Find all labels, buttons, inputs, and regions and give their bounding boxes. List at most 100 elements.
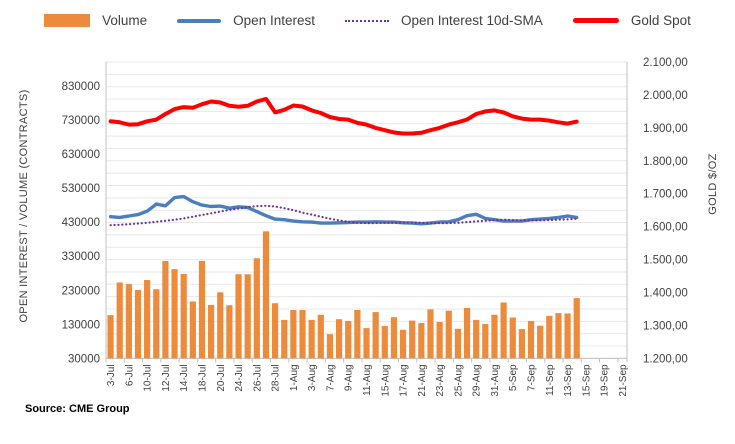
- x-axis-tick-label: 7-Sep: [527, 364, 538, 391]
- x-axis-tick-label: 3-Jul: [106, 364, 117, 386]
- volume-bar: [134, 289, 142, 359]
- volume-bar: [473, 319, 480, 359]
- volume-bar: [500, 302, 507, 359]
- x-axis-tick-label: 19-Sep: [600, 364, 611, 397]
- volume-bar: [363, 328, 370, 359]
- right-axis-tick-label: 1.500,00: [643, 255, 688, 267]
- x-axis-tick-label: 24-Jul: [234, 364, 245, 391]
- legend-label: Gold Spot: [630, 13, 691, 28]
- volume-bar: [125, 284, 132, 359]
- legend-label: Open Interest: [233, 13, 315, 28]
- x-axis-tick-label: 31-Aug: [490, 364, 501, 396]
- volume-bar: [372, 312, 379, 359]
- chart-legend: Volume Open Interest Open Interest 10d-S…: [0, 13, 735, 28]
- x-axis-tick-label: 21-Aug: [417, 364, 428, 396]
- volume-bar: [537, 325, 544, 359]
- gold-spot-swatch-icon: [572, 18, 619, 23]
- x-axis-tick-label: 25-Aug: [453, 364, 464, 396]
- x-axis-tick-label: 6-Jul: [124, 364, 135, 386]
- x-axis-tick-label: 26-Jul: [252, 364, 263, 391]
- volume-bar: [546, 315, 553, 359]
- x-axis-tick-label: 7-Aug: [325, 364, 336, 391]
- volume-bar: [198, 260, 206, 359]
- x-axis-tick-label: 1-Aug: [289, 364, 300, 391]
- volume-bar: [281, 319, 288, 359]
- volume-bar: [208, 304, 215, 359]
- x-axis-tick-label: 21-Sep: [618, 364, 629, 397]
- volume-bar: [491, 314, 498, 359]
- volume-bar: [317, 314, 324, 359]
- right-axis-tick-label: 1.600,00: [643, 222, 688, 234]
- volume-bar: [399, 329, 407, 359]
- volume-bar: [427, 309, 434, 359]
- x-axis-tick-label: 15-Sep: [581, 364, 592, 397]
- open-interest-sma-line: [109, 204, 578, 227]
- volume-bar: [144, 280, 151, 359]
- right-axis-tick-label: 1.900,00: [643, 123, 688, 135]
- left-axis-tick-label: 730000: [62, 115, 100, 127]
- source-note: Source: CME Group: [25, 403, 130, 415]
- open-interest-swatch-icon: [177, 18, 222, 23]
- volume-bar: [244, 274, 251, 359]
- volume-bar: [354, 310, 361, 359]
- legend-item-sma: Open Interest 10d-SMA: [344, 13, 543, 28]
- x-axis-tick-label: 10-Jul: [143, 364, 154, 391]
- left-axis-tick-label: 630000: [62, 149, 100, 161]
- right-axis-tick-label: 1.300,00: [643, 321, 688, 333]
- x-axis-tick-label: 13-Sep: [563, 364, 574, 397]
- left-axis-tick-label: 830000: [62, 81, 100, 93]
- left-axis-tick-label: 530000: [62, 183, 100, 195]
- volume-bar: [564, 313, 571, 359]
- legend-label: Volume: [102, 13, 148, 28]
- volume-bar: [253, 258, 260, 359]
- right-axis-tick-label: 2.000,00: [643, 90, 688, 102]
- volume-bar: [116, 282, 123, 359]
- volume-bar: [235, 274, 242, 359]
- gold-spot-line: [108, 96, 579, 136]
- volume-bar: [162, 260, 169, 359]
- legend-item-gold-spot: Gold Spot: [572, 13, 691, 28]
- right-axis-tick-label: 1.200,00: [643, 353, 688, 365]
- right-axis-tick-label: 1.400,00: [643, 288, 688, 300]
- volume-bar: [345, 320, 352, 359]
- volume-bar: [518, 329, 525, 359]
- legend-item-open-interest: Open Interest: [177, 13, 315, 28]
- x-axis-tick-label: 29-Aug: [472, 364, 483, 396]
- x-axis-tick-label: 20-Jul: [216, 364, 227, 391]
- volume-bar: [482, 323, 489, 359]
- x-axis-tick-label: 14-Jul: [179, 364, 190, 391]
- volume-bar: [107, 315, 114, 359]
- right-axis-tick-label: 1.700,00: [643, 189, 688, 201]
- x-axis-tick-label: 15-Aug: [380, 364, 391, 396]
- left-axis-title: OPEN INTEREST / VOLUME (CONTRACTS): [18, 89, 30, 323]
- x-axis-tick-label: 18-Jul: [198, 364, 209, 391]
- volume-bar: [463, 307, 471, 359]
- volume-bar: [217, 292, 224, 359]
- volume-bar: [153, 289, 160, 359]
- volume-bar: [509, 317, 516, 359]
- volume-bar: [290, 310, 297, 359]
- x-axis-tick-label: 12-Jul: [161, 364, 172, 391]
- right-axis-title: GOLD $/OZ: [707, 153, 719, 215]
- volume-bar: [299, 310, 306, 359]
- volume-bar: [418, 322, 425, 359]
- right-axis-tick-label: 2.100,00: [643, 57, 688, 69]
- legend-item-volume: Volume: [44, 13, 147, 28]
- volume-bar: [180, 273, 187, 359]
- volume-bar: [454, 328, 461, 359]
- volume-bar: [272, 303, 279, 359]
- right-axis-tick-label: 1.800,00: [643, 156, 688, 168]
- x-axis-tick-label: 9-Aug: [344, 364, 355, 391]
- volume-bar: [527, 320, 535, 359]
- left-axis-tick-label: 330000: [62, 251, 100, 263]
- volume-bar: [335, 319, 343, 359]
- volume-bar: [381, 326, 388, 359]
- left-axis-tick-label: 430000: [62, 217, 100, 229]
- x-axis-tick-label: 23-Aug: [435, 364, 446, 396]
- x-axis-tick-label: 28-Jul: [271, 364, 282, 391]
- x-axis-tick-label: 3-Aug: [307, 364, 318, 391]
- left-axis-tick-label: 130000: [62, 319, 100, 331]
- x-axis-tick-label: 11-Sep: [545, 364, 556, 396]
- left-axis-tick-label: 230000: [62, 285, 100, 297]
